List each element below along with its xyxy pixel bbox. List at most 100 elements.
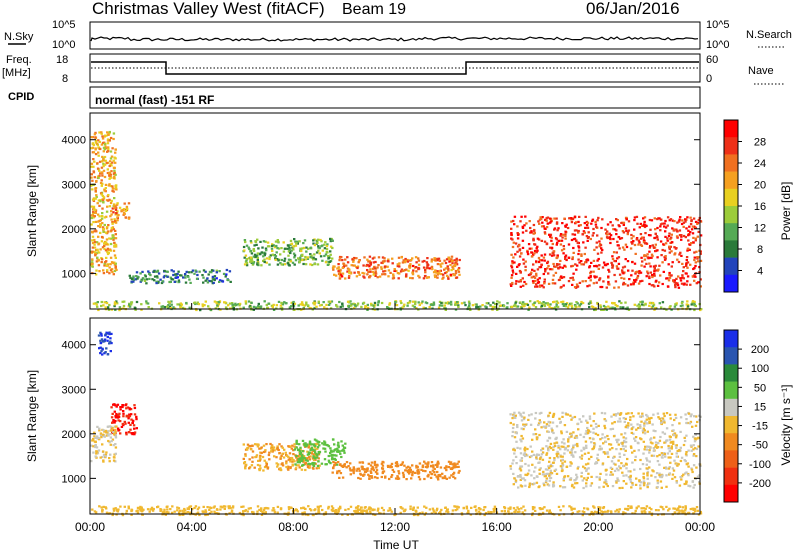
data-cell [692, 435, 695, 438]
data-cell [646, 430, 649, 433]
data-cell [669, 274, 673, 277]
data-cell [242, 457, 245, 460]
data-cell [699, 512, 703, 515]
data-cell [315, 442, 318, 445]
data-cell [618, 300, 621, 303]
data-cell [694, 261, 697, 264]
data-cell [313, 306, 316, 310]
data-cell [312, 453, 315, 456]
data-cell [271, 244, 274, 247]
data-cell [646, 459, 649, 462]
data-cell [630, 431, 633, 434]
data-cell [302, 246, 306, 250]
data-cell [564, 234, 567, 237]
colorbar-tick-label: 20 [754, 180, 766, 192]
data-cell [113, 175, 116, 178]
data-cell [368, 276, 371, 279]
data-cell [622, 480, 625, 483]
data-cell [285, 454, 289, 457]
data-cell [556, 450, 559, 453]
data-cell [456, 462, 459, 465]
data-cell [675, 302, 678, 305]
data-cell [535, 260, 538, 263]
data-cell [91, 235, 95, 238]
data-cell [585, 479, 588, 482]
data-cell [659, 218, 663, 221]
data-cell [519, 438, 522, 441]
data-cell [679, 416, 683, 419]
data-cell [563, 264, 566, 267]
data-cell [576, 467, 579, 470]
data-cell [380, 267, 383, 270]
data-cell [421, 300, 424, 303]
data-cell [402, 475, 405, 479]
data-cell [110, 332, 113, 335]
data-cell [93, 208, 96, 211]
data-cell [318, 304, 322, 307]
data-cell [648, 218, 652, 222]
data-cell [484, 305, 487, 308]
data-cell [107, 263, 110, 266]
data-cell [668, 232, 671, 235]
data-cell [136, 509, 139, 512]
data-cell [693, 447, 697, 450]
data-cell [260, 264, 263, 267]
data-cell [112, 459, 116, 462]
data-cell [649, 271, 652, 274]
data-cell [553, 444, 557, 448]
data-cell [487, 302, 490, 305]
data-cell [128, 413, 131, 416]
data-cell [576, 482, 579, 485]
data-cell [108, 177, 111, 180]
data-cell [376, 276, 379, 279]
data-cell [594, 432, 598, 435]
data-cell [566, 413, 569, 416]
data-cell [565, 413, 568, 416]
data-cell [114, 262, 117, 265]
data-cell [401, 507, 404, 510]
data-cell [443, 268, 446, 271]
data-cell [511, 260, 514, 263]
data-cell [283, 257, 287, 260]
data-cell [306, 459, 309, 462]
data-cell [694, 264, 697, 268]
data-cell [553, 457, 556, 460]
data-cell [176, 303, 179, 306]
data-cell [648, 275, 651, 278]
data-cell [101, 194, 105, 197]
data-cell [589, 274, 592, 278]
data-cell [327, 459, 331, 462]
data-cell [100, 350, 103, 353]
data-cell [672, 442, 675, 445]
data-cell [337, 470, 341, 473]
data-cell [382, 461, 385, 464]
data-cell [318, 252, 321, 255]
data-cell [279, 253, 282, 256]
data-cell [112, 430, 115, 434]
data-cell [538, 301, 541, 304]
data-cell [103, 189, 106, 192]
data-cell [661, 417, 665, 420]
data-cell [582, 486, 585, 490]
data-cell [659, 480, 663, 483]
data-cell [678, 422, 681, 425]
data-cell [293, 263, 296, 266]
data-cell [273, 509, 276, 512]
data-cell [621, 441, 624, 444]
data-cell [340, 440, 343, 443]
data-cell [249, 256, 253, 259]
data-cell [116, 403, 120, 406]
data-cell [112, 132, 116, 135]
data-cell [552, 431, 555, 435]
data-cell [687, 484, 690, 487]
data-cell [252, 308, 255, 311]
data-cell [169, 280, 172, 283]
data-cell [518, 248, 521, 251]
data-cell [629, 470, 632, 473]
data-cell [457, 305, 460, 308]
data-cell [633, 437, 636, 440]
data-cell [333, 443, 336, 446]
data-cell [106, 251, 109, 254]
data-cell [370, 304, 373, 307]
data-cell [417, 475, 421, 479]
